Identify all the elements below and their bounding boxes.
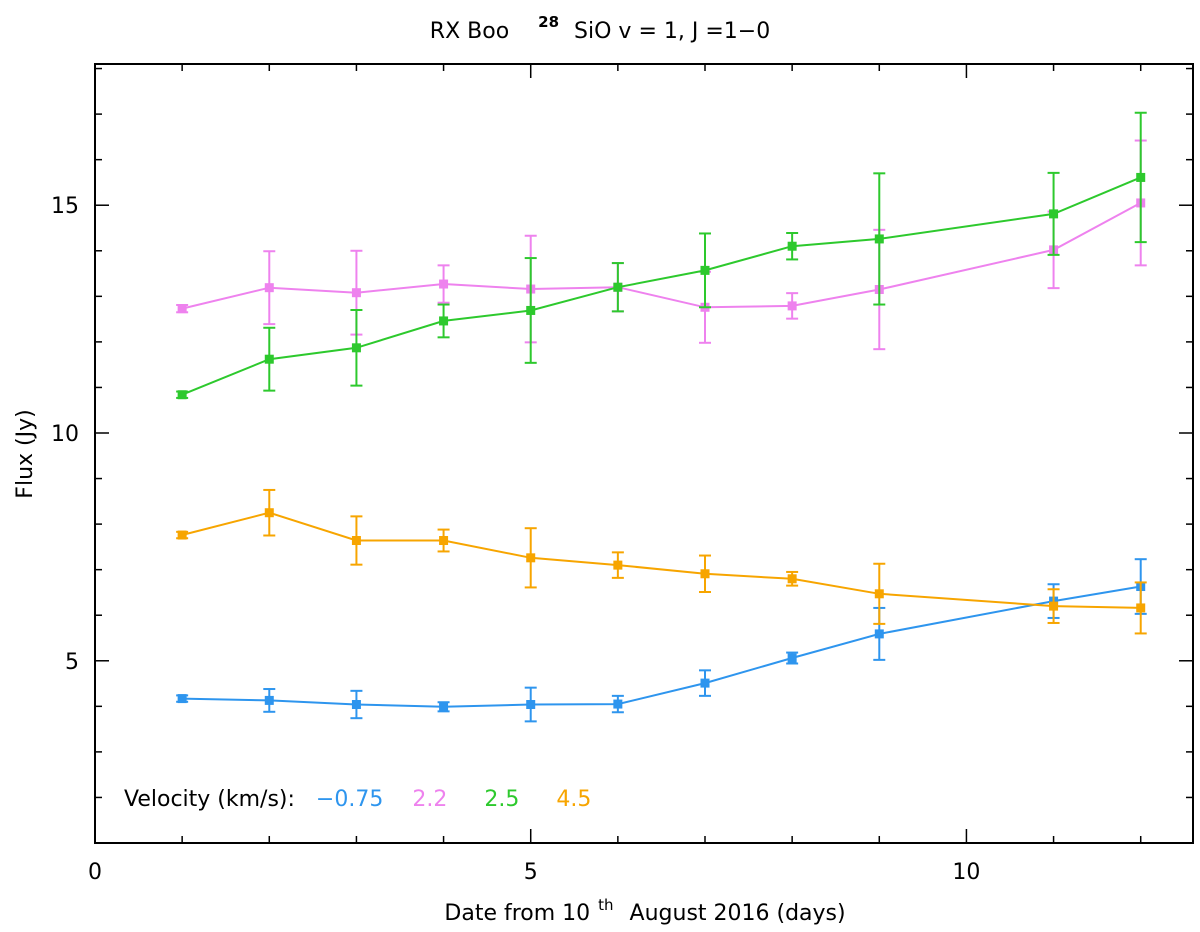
x-tick-label: 10	[952, 860, 980, 885]
legend-entry-series-4: 4.5	[556, 787, 591, 812]
axis-tick-labels: 0 5 10 5 10 15	[51, 194, 980, 885]
data-point	[439, 279, 449, 289]
data-point	[1136, 603, 1146, 613]
axis-ticks	[94, 64, 1193, 844]
data-point	[351, 343, 361, 353]
data-point	[613, 699, 623, 709]
chart-title-prefix: RX Boo	[430, 19, 509, 44]
data-point	[1049, 601, 1059, 611]
data-point	[613, 560, 623, 570]
data-point	[177, 694, 187, 704]
data-point	[874, 234, 884, 244]
data-point	[526, 553, 536, 563]
series-line	[181, 202, 1142, 310]
data-point	[177, 390, 187, 400]
data-point	[700, 678, 710, 688]
y-tick-label: 5	[65, 650, 79, 675]
x-axis-label-prefix: Date from 10	[444, 901, 590, 926]
data-point	[264, 695, 274, 705]
x-tick-label: 5	[524, 860, 538, 885]
data-point	[700, 265, 710, 275]
series-line	[181, 176, 1142, 396]
series-1	[176, 558, 1147, 723]
y-axis-label: Flux (Jy)	[13, 409, 38, 498]
data-point	[177, 304, 187, 314]
chart-title-suffix: SiO v = 1, J =1−0	[574, 19, 770, 44]
data-point	[787, 241, 797, 251]
data-point	[351, 288, 361, 298]
data-point	[1049, 209, 1059, 219]
chart-title-isotope: 28	[538, 13, 559, 31]
data-point	[351, 700, 361, 710]
legend-entry-series-3: 2.5	[484, 787, 519, 812]
data-point	[439, 702, 449, 712]
x-tick-label: 0	[88, 860, 102, 885]
data-point	[177, 530, 187, 540]
series-line	[182, 585, 1141, 708]
data-point	[526, 700, 536, 710]
plot-frame	[94, 63, 1194, 844]
data-point	[439, 316, 449, 326]
data-point	[787, 301, 797, 311]
series-3	[176, 111, 1147, 400]
data-point	[787, 574, 797, 584]
data-point	[1136, 172, 1146, 182]
data-series	[176, 111, 1147, 723]
series-2	[176, 139, 1147, 351]
data-point	[613, 282, 623, 292]
x-axis-label-suffix: August 2016 (days)	[630, 901, 846, 926]
x-axis-label: Date from 10 th August 2016 (days)	[444, 891, 845, 926]
x-axis-label-sup: th	[598, 896, 613, 914]
chart-title: RX Boo 28 SiO v = 1, J =1−0	[430, 8, 770, 44]
data-point	[264, 508, 274, 518]
legend-entry-series-1: −0.75	[316, 787, 383, 812]
series-4	[176, 488, 1147, 635]
data-point	[264, 354, 274, 364]
data-point	[787, 653, 797, 663]
data-point	[526, 305, 536, 315]
data-point	[439, 536, 449, 546]
series-line	[181, 511, 1141, 609]
legend: Velocity (km/s): −0.75 2.2 2.5 4.5	[124, 787, 591, 812]
y-tick-label: 10	[51, 422, 79, 447]
data-point	[874, 629, 884, 639]
legend-label: Velocity (km/s):	[124, 787, 295, 812]
data-point	[700, 569, 710, 579]
legend-entry-series-2: 2.2	[412, 787, 447, 812]
data-point	[351, 536, 361, 546]
data-point	[264, 283, 274, 293]
data-point	[874, 589, 884, 599]
y-tick-label: 15	[51, 194, 79, 219]
